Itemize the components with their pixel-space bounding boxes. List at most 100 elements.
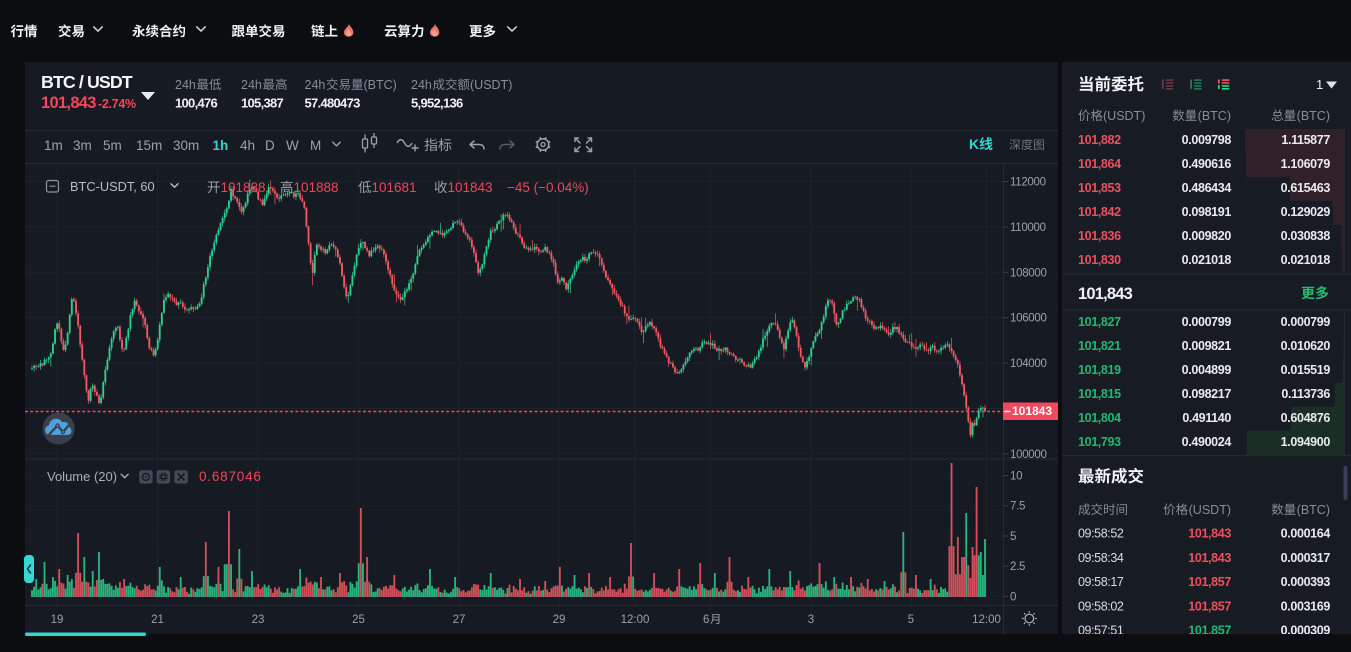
svg-text:15m: 15m bbox=[136, 138, 162, 153]
svg-text:4h: 4h bbox=[240, 138, 255, 153]
svg-text:BTC / USDT: BTC / USDT bbox=[41, 72, 133, 92]
svg-text:101,843: 101,843 bbox=[41, 94, 96, 112]
svg-text:110000: 110000 bbox=[1010, 222, 1046, 234]
svg-text:W: W bbox=[286, 138, 299, 153]
svg-text:101,827: 101,827 bbox=[1078, 315, 1121, 329]
svg-text:5: 5 bbox=[1010, 531, 1016, 543]
svg-text:3m: 3m bbox=[73, 138, 92, 153]
svg-text:BTC-USDT, 60: BTC-USDT, 60 bbox=[70, 179, 155, 194]
svg-text:1h: 1h bbox=[213, 138, 229, 153]
svg-text:0.000799: 0.000799 bbox=[1281, 315, 1331, 329]
svg-text:101843: 101843 bbox=[448, 180, 493, 195]
svg-text:5: 5 bbox=[908, 614, 914, 626]
svg-text:1.094900: 1.094900 bbox=[1281, 435, 1331, 449]
svg-text:0.010620: 0.010620 bbox=[1281, 339, 1331, 353]
svg-text:19: 19 bbox=[51, 614, 64, 626]
svg-text:12:00: 12:00 bbox=[621, 614, 650, 626]
svg-text:0.009820: 0.009820 bbox=[1182, 229, 1232, 243]
svg-text:0: 0 bbox=[1010, 591, 1016, 603]
svg-text:(BTC): (BTC) bbox=[1198, 109, 1231, 123]
svg-text:1.106079: 1.106079 bbox=[1281, 157, 1331, 171]
svg-text:101681: 101681 bbox=[372, 180, 417, 195]
svg-text:2.5: 2.5 bbox=[1010, 561, 1025, 573]
svg-text:(USDT): (USDT) bbox=[1103, 109, 1145, 123]
svg-text:0.113736: 0.113736 bbox=[1281, 387, 1330, 401]
svg-text:6: 6 bbox=[703, 614, 709, 626]
svg-text:Volume (20): Volume (20) bbox=[47, 469, 117, 484]
svg-text:101,830: 101,830 bbox=[1078, 253, 1121, 267]
svg-text:101,857: 101,857 bbox=[1188, 575, 1231, 589]
svg-text:57.480473: 57.480473 bbox=[305, 96, 361, 111]
svg-text:0.098217: 0.098217 bbox=[1182, 387, 1232, 401]
svg-text:(USDT): (USDT) bbox=[470, 78, 512, 92]
svg-text:0.615463: 0.615463 bbox=[1281, 181, 1331, 195]
svg-text:09:58:02: 09:58:02 bbox=[1078, 599, 1124, 613]
svg-text:101,815: 101,815 bbox=[1078, 387, 1121, 401]
svg-text:101843: 101843 bbox=[1012, 404, 1052, 418]
svg-text:101888: 101888 bbox=[294, 180, 339, 195]
svg-text:101,882: 101,882 bbox=[1078, 133, 1121, 147]
svg-text:21: 21 bbox=[151, 614, 164, 626]
svg-text:24h: 24h bbox=[241, 78, 262, 92]
svg-text:0.486434: 0.486434 bbox=[1182, 181, 1232, 195]
svg-text:(BTC): (BTC) bbox=[1297, 503, 1330, 517]
svg-text:K: K bbox=[969, 136, 979, 152]
svg-text:30m: 30m bbox=[173, 138, 199, 153]
svg-text:23: 23 bbox=[252, 614, 265, 626]
svg-text:106000: 106000 bbox=[1010, 313, 1047, 325]
svg-text:0.009821: 0.009821 bbox=[1182, 339, 1232, 353]
svg-text:100000: 100000 bbox=[1010, 449, 1047, 461]
svg-text:100,476: 100,476 bbox=[175, 96, 218, 111]
svg-text:3: 3 bbox=[808, 614, 814, 626]
svg-text:101,842: 101,842 bbox=[1078, 205, 1121, 219]
svg-text:1m: 1m bbox=[44, 138, 63, 153]
svg-text:27: 27 bbox=[453, 614, 466, 626]
svg-text:101,843: 101,843 bbox=[1078, 285, 1133, 303]
svg-text:0.030838: 0.030838 bbox=[1281, 229, 1331, 243]
svg-text:0.129029: 0.129029 bbox=[1281, 205, 1331, 219]
svg-text:101,836: 101,836 bbox=[1078, 229, 1121, 243]
svg-text:25: 25 bbox=[352, 614, 365, 626]
svg-text:29: 29 bbox=[553, 614, 566, 626]
svg-text:0.000164: 0.000164 bbox=[1281, 527, 1331, 541]
svg-text:5m: 5m bbox=[103, 138, 122, 153]
svg-text:112000: 112000 bbox=[1010, 177, 1046, 189]
svg-text:(BTC): (BTC) bbox=[1297, 109, 1330, 123]
svg-text:0.490616: 0.490616 bbox=[1182, 157, 1232, 171]
svg-text:101,843: 101,843 bbox=[1188, 551, 1231, 565]
svg-text:0.604876: 0.604876 bbox=[1281, 411, 1331, 425]
svg-text:-2.74%: -2.74% bbox=[98, 97, 136, 111]
svg-text:5,952,136: 5,952,136 bbox=[411, 96, 463, 111]
svg-text:10: 10 bbox=[1010, 471, 1022, 483]
svg-text:09:58:17: 09:58:17 bbox=[1078, 575, 1124, 589]
svg-text:D: D bbox=[265, 138, 275, 153]
svg-text:101888,: 101888, bbox=[221, 180, 270, 195]
svg-text:101,821: 101,821 bbox=[1078, 339, 1121, 353]
svg-text:108000: 108000 bbox=[1010, 267, 1047, 279]
svg-text:0.000799: 0.000799 bbox=[1182, 315, 1232, 329]
svg-text:0.021018: 0.021018 bbox=[1281, 253, 1331, 267]
svg-text:105,387: 105,387 bbox=[241, 96, 284, 111]
svg-text:101,864: 101,864 bbox=[1078, 157, 1121, 171]
svg-text:101,819: 101,819 bbox=[1078, 363, 1121, 377]
svg-text:101,853: 101,853 bbox=[1078, 181, 1121, 195]
svg-text:−45 (−0.04%): −45 (−0.04%) bbox=[507, 180, 589, 195]
svg-text:24h: 24h bbox=[305, 78, 326, 92]
svg-text:7.5: 7.5 bbox=[1010, 501, 1025, 513]
svg-text:09:58:52: 09:58:52 bbox=[1078, 527, 1124, 541]
svg-text:0.021018: 0.021018 bbox=[1182, 253, 1232, 267]
svg-text:101,804: 101,804 bbox=[1078, 411, 1121, 425]
svg-text:09:58:34: 09:58:34 bbox=[1078, 551, 1124, 565]
svg-text:104000: 104000 bbox=[1010, 358, 1047, 370]
svg-text:M: M bbox=[310, 138, 321, 153]
svg-text:101,857: 101,857 bbox=[1188, 599, 1231, 613]
svg-text:0.000393: 0.000393 bbox=[1281, 575, 1331, 589]
svg-text:1: 1 bbox=[1316, 77, 1323, 92]
svg-text:0.015519: 0.015519 bbox=[1281, 363, 1331, 377]
svg-text:0.491140: 0.491140 bbox=[1182, 411, 1231, 425]
svg-text:0.009798: 0.009798 bbox=[1182, 133, 1232, 147]
svg-text:0.003169: 0.003169 bbox=[1281, 599, 1331, 613]
svg-text:0.490024: 0.490024 bbox=[1182, 435, 1232, 449]
svg-text:(USDT): (USDT) bbox=[1189, 503, 1231, 517]
svg-text:24h: 24h bbox=[411, 78, 432, 92]
